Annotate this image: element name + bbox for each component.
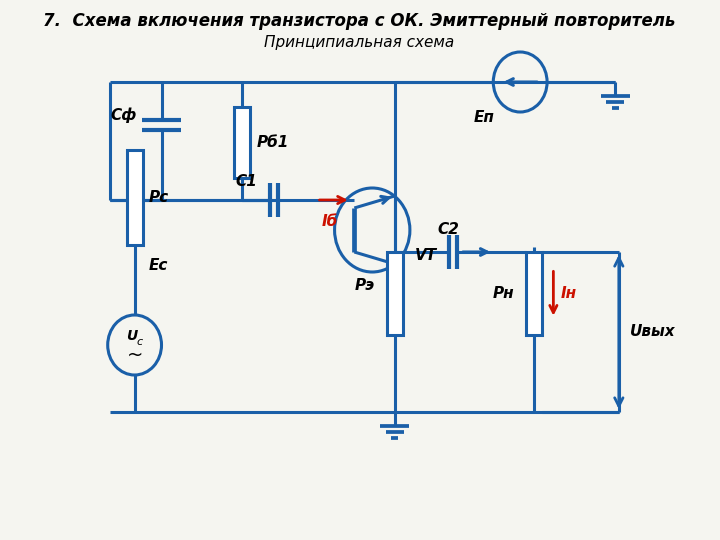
Text: Iн: Iн [561,286,577,301]
Text: C2: C2 [438,222,459,238]
Text: C1: C1 [235,174,258,190]
Bar [387,252,402,335]
Text: c: c [137,337,143,347]
Bar [127,150,143,245]
Text: 7.  Схема включения транзистора с ОК. Эмиттерный повторитель: 7. Схема включения транзистора с ОК. Эми… [42,12,675,30]
Text: Рб1: Рб1 [256,135,289,150]
Text: VT: VT [415,247,436,262]
Bar [526,252,541,335]
Text: Ес: Ес [149,258,168,273]
Text: Рн: Рн [492,286,514,301]
Text: Uвых: Uвых [629,325,675,340]
Text: Сф: Сф [111,107,137,123]
Text: Рэ: Рэ [355,278,375,293]
Text: ~: ~ [127,346,143,365]
Text: Еп: Еп [474,110,495,125]
Text: Рс: Рс [149,190,169,205]
Bar [234,107,251,178]
Text: U: U [126,329,138,343]
Text: Iб: Iб [322,214,338,230]
Text: Принципиальная схема: Принципиальная схема [264,36,454,51]
